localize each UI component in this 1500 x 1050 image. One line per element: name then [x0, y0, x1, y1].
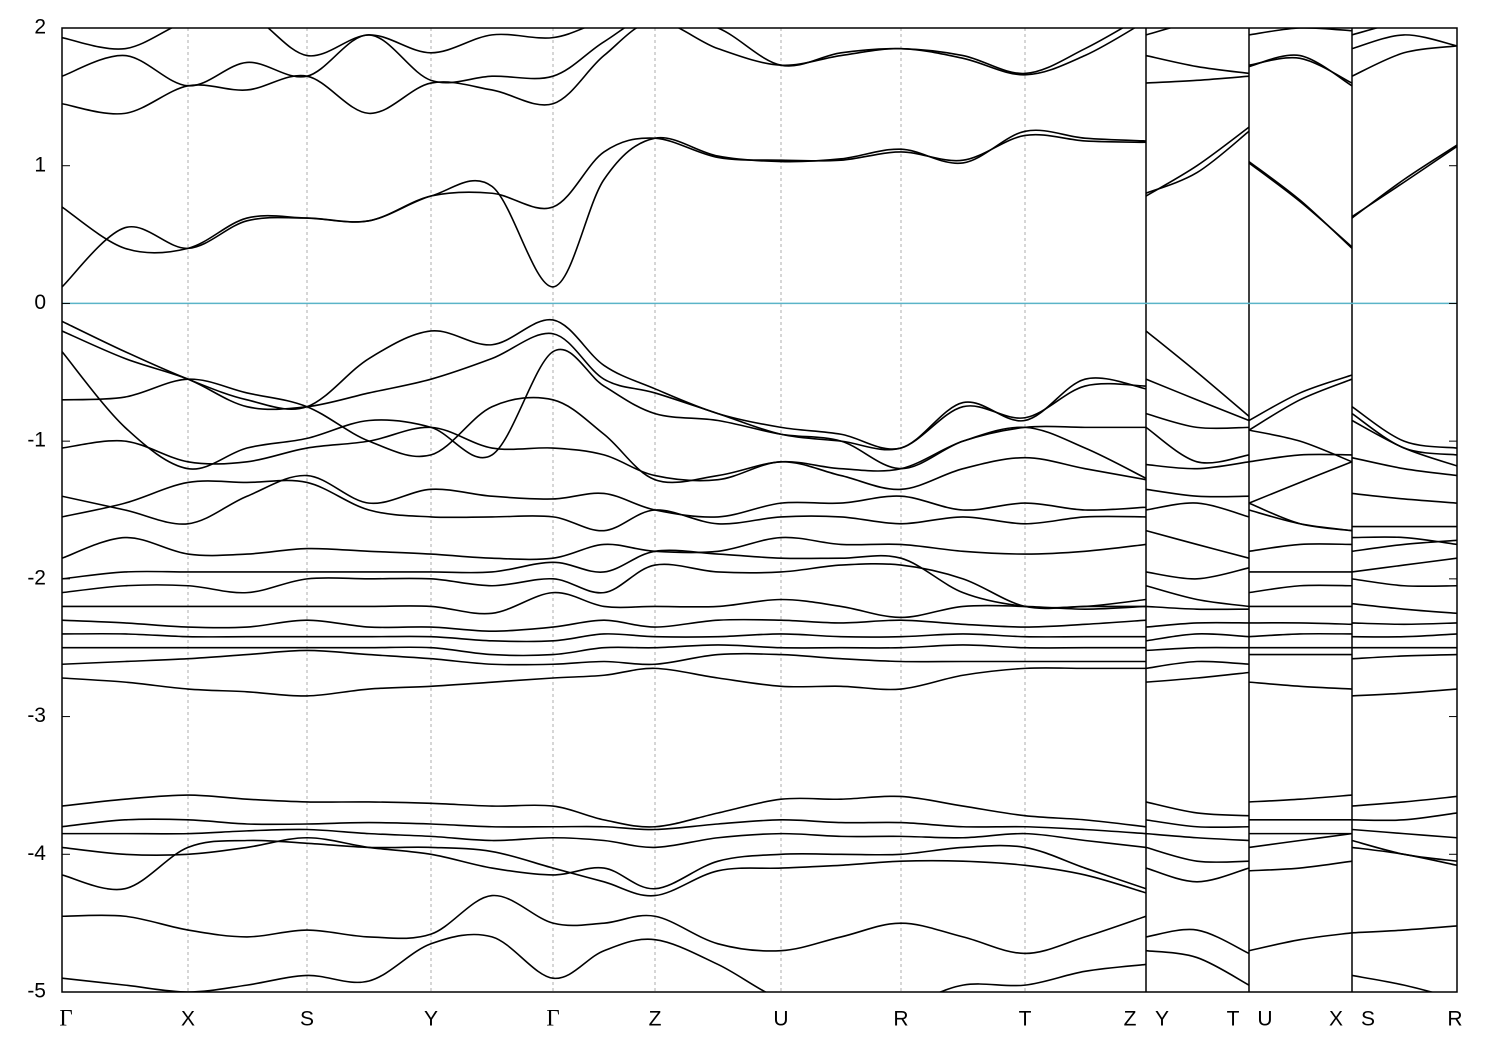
- grid: [62, 28, 1457, 992]
- band-line: [62, 28, 1457, 87]
- x-tick-label: Γ: [546, 1005, 559, 1030]
- band-line: [62, 130, 1457, 254]
- x-tick-label: Z: [1124, 1008, 1137, 1031]
- x-tick-label: T: [1227, 1008, 1240, 1031]
- band-line: [62, 529, 1457, 561]
- x-tick-label: S: [300, 1008, 314, 1031]
- band-line: [62, 828, 1457, 849]
- band-line: [62, 28, 1380, 57]
- band-line: [62, 319, 1457, 450]
- band-line: [62, 348, 1457, 470]
- x-tick-label: T: [1019, 1008, 1032, 1031]
- band-line: [62, 667, 1457, 697]
- band-line: [62, 479, 1457, 546]
- band-line: [62, 28, 1457, 115]
- band-line: [62, 794, 1457, 828]
- x-tick-label: X: [181, 1008, 195, 1031]
- band-line: [62, 632, 1457, 643]
- y-tick-label: -4: [27, 842, 46, 865]
- y-tick-label: -1: [27, 429, 46, 452]
- band-line: [62, 933, 1435, 992]
- band-line: [62, 549, 1457, 609]
- band-line: [62, 812, 1457, 835]
- y-tick-label: 0: [34, 291, 46, 314]
- x-tick-label: R: [893, 1008, 908, 1031]
- x-tick-label: Γ: [59, 1005, 72, 1030]
- y-tick-label: -2: [27, 566, 46, 589]
- band-line: [62, 562, 1457, 610]
- y-tick-label: -3: [27, 704, 46, 727]
- x-tick-label: X: [1329, 1008, 1343, 1031]
- band-line: [62, 426, 1457, 504]
- band-line: [62, 839, 1457, 897]
- y-tick-label: -5: [27, 980, 46, 1003]
- band-line: [62, 618, 1457, 632]
- x-tick-label: U: [773, 1008, 788, 1031]
- x-tick-label: Y: [1155, 1008, 1169, 1031]
- band-line: [62, 378, 1457, 484]
- band-line: [62, 474, 1457, 532]
- plot-frame: [61, 27, 1458, 993]
- band-line: [62, 644, 1457, 657]
- band-line: [62, 894, 1457, 955]
- x-tick-label: Z: [649, 1008, 662, 1031]
- bands: [62, 28, 1457, 992]
- band-line: [62, 649, 1457, 670]
- y-tick-label: 1: [34, 153, 46, 176]
- band-line: [62, 330, 1457, 456]
- x-tick-label: Y: [424, 1008, 438, 1031]
- y-tick-label: 2: [34, 16, 46, 39]
- band-line: [62, 591, 1457, 619]
- band-line: [62, 832, 1457, 890]
- x-tick-label: R: [1447, 1008, 1462, 1031]
- band-line: [62, 126, 1457, 288]
- x-tick-label: U: [1257, 1008, 1272, 1031]
- x-tick-label: S: [1361, 1008, 1375, 1031]
